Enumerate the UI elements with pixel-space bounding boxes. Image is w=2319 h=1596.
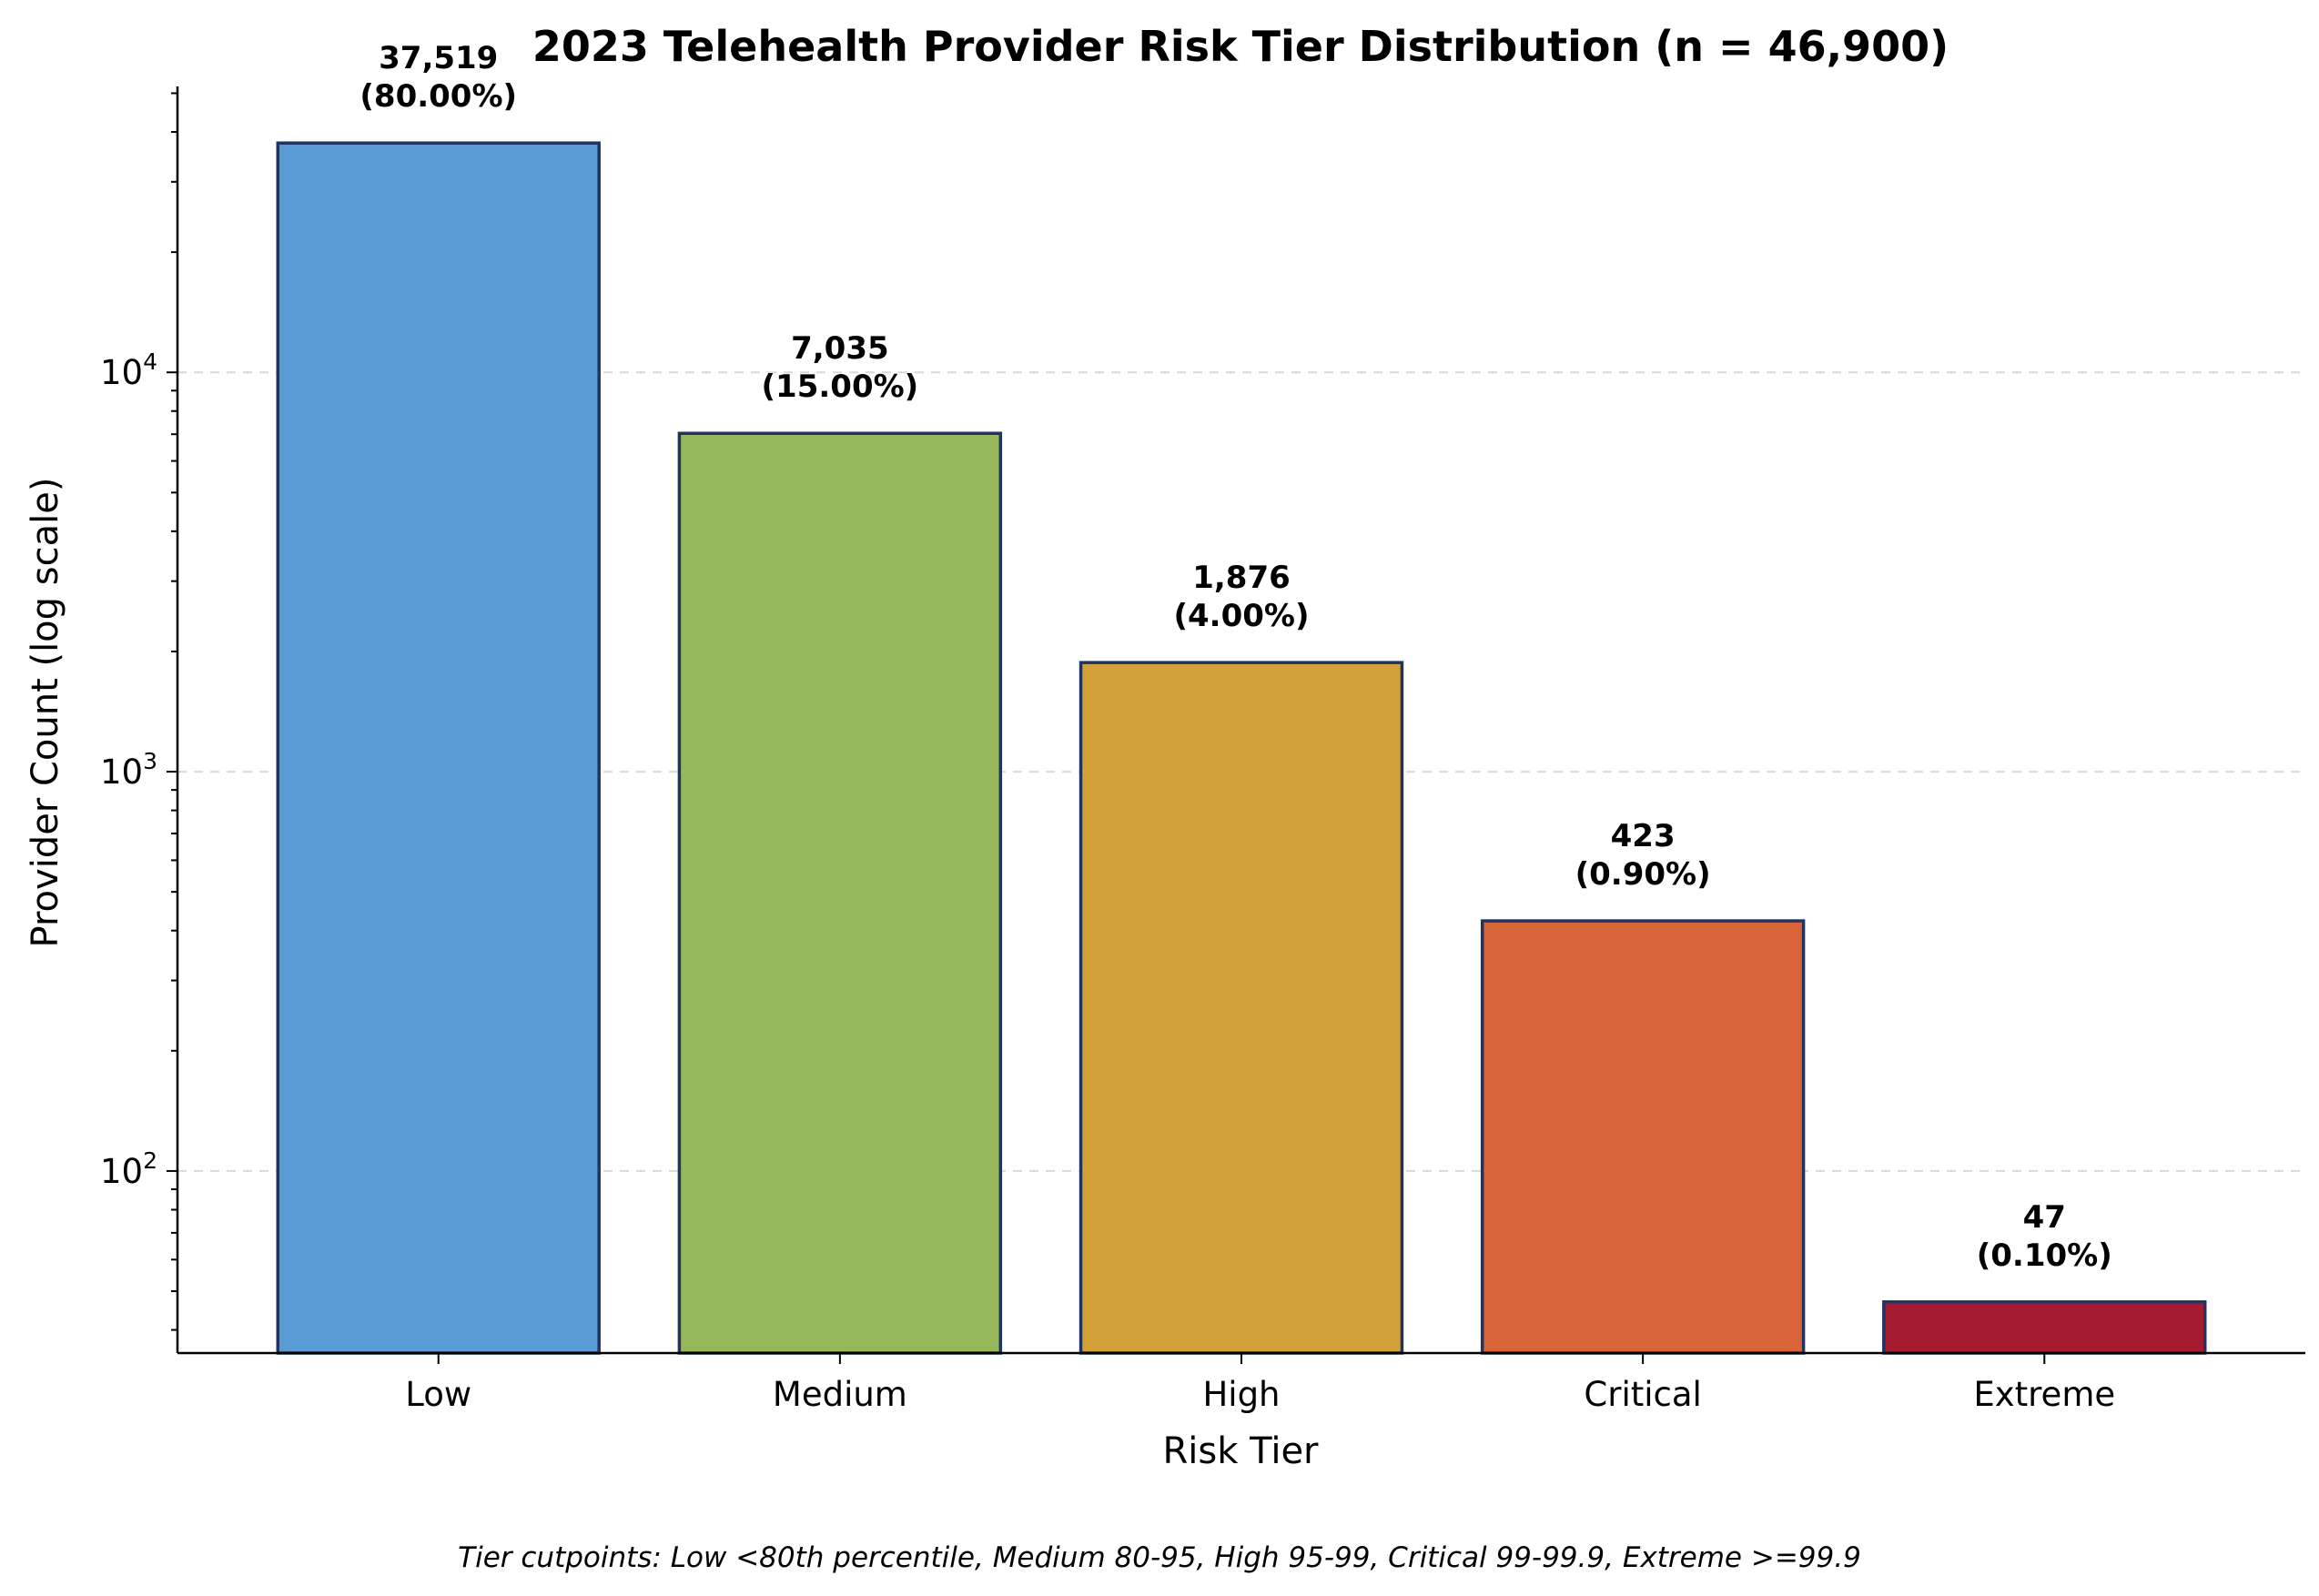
bar-percent-label: (0.10%)	[1977, 1237, 2112, 1274]
y-tick-label: 103	[100, 748, 157, 792]
chart-title: 2023 Telehealth Provider Risk Tier Distr…	[532, 22, 1949, 71]
bar-percent-label: (15.00%)	[762, 369, 919, 405]
y-tick-label: 104	[100, 348, 157, 392]
footnote: Tier cutpoints: Low <80th percentile, Me…	[458, 1541, 1861, 1574]
bar-value-label: 7,035	[791, 330, 889, 367]
ticks-layer: 102 103 104 Low Medium High Critical Extreme	[100, 92, 2115, 1414]
x-tick-label: Critical	[1584, 1375, 1701, 1414]
bar-medium	[677, 431, 1003, 1355]
y-tick-label: 102	[100, 1147, 157, 1191]
x-tick-label: Medium	[773, 1375, 907, 1414]
bar-percent-label: (0.90%)	[1575, 856, 1711, 893]
bar-percent-label: (4.00%)	[1173, 598, 1309, 634]
bar-percent-label: (80.00%)	[359, 78, 517, 115]
bar-value-label: 37,519	[379, 40, 498, 76]
bar-high	[1078, 661, 1404, 1355]
x-tick-label: High	[1202, 1375, 1280, 1414]
bar-extreme	[1882, 1300, 2207, 1355]
bars-layer	[276, 141, 2207, 1355]
labels-layer: 37,519(80.00%) 7,035(15.00%) 1,876(4.00%) 4…	[359, 40, 2111, 1274]
x-axis-title: Risk Tier	[1163, 1430, 1320, 1472]
y-axis-title: Provider Count (log scale)	[25, 478, 66, 948]
x-tick-label: Extreme	[1973, 1375, 2115, 1414]
grid-layer	[177, 371, 2305, 1172]
bar-value-label: 1,876	[1192, 560, 1291, 596]
bar-value-label: 423	[1611, 818, 1676, 854]
bar-critical	[1480, 919, 1806, 1355]
bar-value-label: 47	[2023, 1199, 2066, 1236]
x-tick-label: Low	[405, 1375, 471, 1414]
bar-low	[276, 141, 601, 1355]
